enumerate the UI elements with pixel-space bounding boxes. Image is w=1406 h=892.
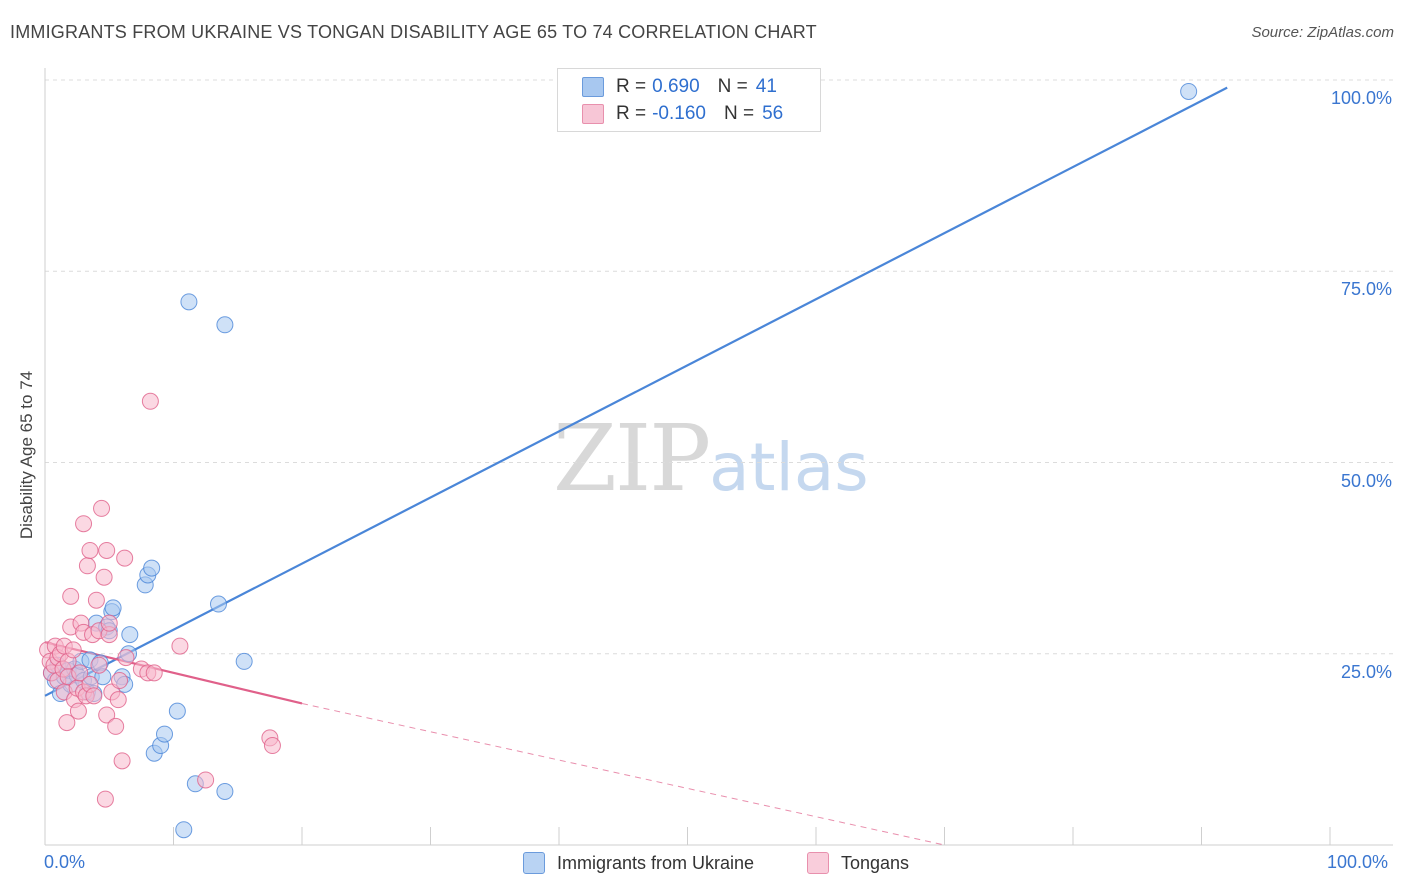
series-legend: Immigrants from Ukraine Tongans (0, 852, 1406, 878)
legend-n-value: 56 (762, 103, 784, 124)
point-tongans (71, 664, 89, 682)
legend-n-value: 41 (755, 76, 777, 97)
point-tongans (116, 549, 134, 567)
point-tongans (96, 790, 114, 808)
trend-line-ukraine (44, 86, 1228, 697)
point-tongans (141, 392, 159, 410)
legend-n-label: N = (723, 103, 755, 124)
y-tick-label: 100.0% (1330, 88, 1392, 108)
series-swatch-tongans (807, 852, 829, 874)
watermark-zip: ZIP (553, 405, 711, 512)
point-ukraine (168, 702, 186, 720)
point-ukraine (104, 599, 122, 617)
x-tick-label-max: 100.0% (1327, 852, 1389, 872)
point-tongans (62, 587, 80, 605)
legend-r-value: -0.160 (652, 103, 706, 124)
point-tongans (117, 649, 135, 667)
series-legend-ukraine[interactable]: Immigrants from Ukraine (523, 852, 754, 874)
legend-row-ukraine: R = 0.690 N = 41 (582, 74, 795, 100)
point-tongans (109, 691, 127, 709)
series-legend-ukraine-label: Immigrants from Ukraine (557, 852, 755, 873)
point-ukraine (156, 725, 174, 743)
point-tongans (93, 499, 111, 517)
series-legend-tongans[interactable]: Tongans (807, 852, 909, 874)
x-tick-label-min: 0.0% (44, 852, 86, 872)
point-ukraine (235, 652, 253, 670)
point-ukraine (143, 559, 161, 577)
legend-swatch-ukraine (582, 77, 604, 97)
point-ukraine (216, 782, 234, 800)
point-ukraine (216, 316, 234, 334)
watermark: ZIPatlas (553, 405, 869, 512)
point-tongans (87, 591, 105, 609)
point-tongans (64, 641, 82, 659)
point-tongans (90, 656, 108, 674)
series-swatch-ukraine (523, 852, 545, 874)
watermark-atlas: atlas (709, 429, 869, 506)
point-tongans (78, 557, 96, 575)
trend-line-tongans-extension (301, 702, 945, 846)
axes (44, 68, 1393, 846)
point-tongans (145, 664, 163, 682)
point-tongans (197, 771, 215, 789)
grid-lines (45, 79, 1393, 655)
series-legend-tongans-label: Tongans (841, 852, 910, 873)
source-label: Source: ZipAtlas.com (1251, 24, 1394, 41)
point-ukraine (175, 821, 193, 839)
point-tongans (81, 541, 99, 559)
data-points (39, 82, 1198, 839)
legend-n-label: N = (717, 76, 748, 97)
point-tongans (85, 687, 103, 705)
point-ukraine (121, 626, 139, 644)
trend-lines (44, 86, 1228, 846)
point-tongans (98, 541, 116, 559)
point-tongans (107, 717, 125, 735)
legend-r-label: R = (616, 76, 647, 97)
point-tongans (111, 672, 129, 690)
correlation-legend: R = 0.690 N = 41 R = -0.160 N = 56 (557, 68, 821, 132)
y-tick-label: 25.0% (1340, 661, 1392, 682)
point-tongans (263, 737, 281, 755)
point-tongans (95, 568, 113, 586)
legend-row-tongans: R = -0.160 N = 56 (582, 101, 801, 127)
legend-r-value: 0.690 (652, 76, 700, 97)
point-tongans (113, 752, 131, 770)
y-tick-label: 75.0% (1340, 279, 1392, 300)
point-tongans (100, 614, 118, 632)
legend-swatch-tongans (582, 104, 604, 124)
point-ukraine (180, 293, 198, 311)
point-tongans (98, 706, 116, 724)
point-tongans (75, 515, 93, 533)
point-tongans (58, 714, 76, 732)
y-tick-label: 50.0% (1340, 470, 1392, 491)
point-ukraine (209, 595, 227, 613)
legend-r-label: R = (616, 103, 647, 124)
y-axis-label: Disability Age 65 to 74 (17, 370, 36, 540)
point-ukraine (1180, 82, 1198, 100)
point-tongans (69, 702, 87, 720)
chart-title: IMMIGRANTS FROM UKRAINE VS TONGAN DISABI… (10, 22, 817, 42)
point-tongans (171, 637, 189, 655)
